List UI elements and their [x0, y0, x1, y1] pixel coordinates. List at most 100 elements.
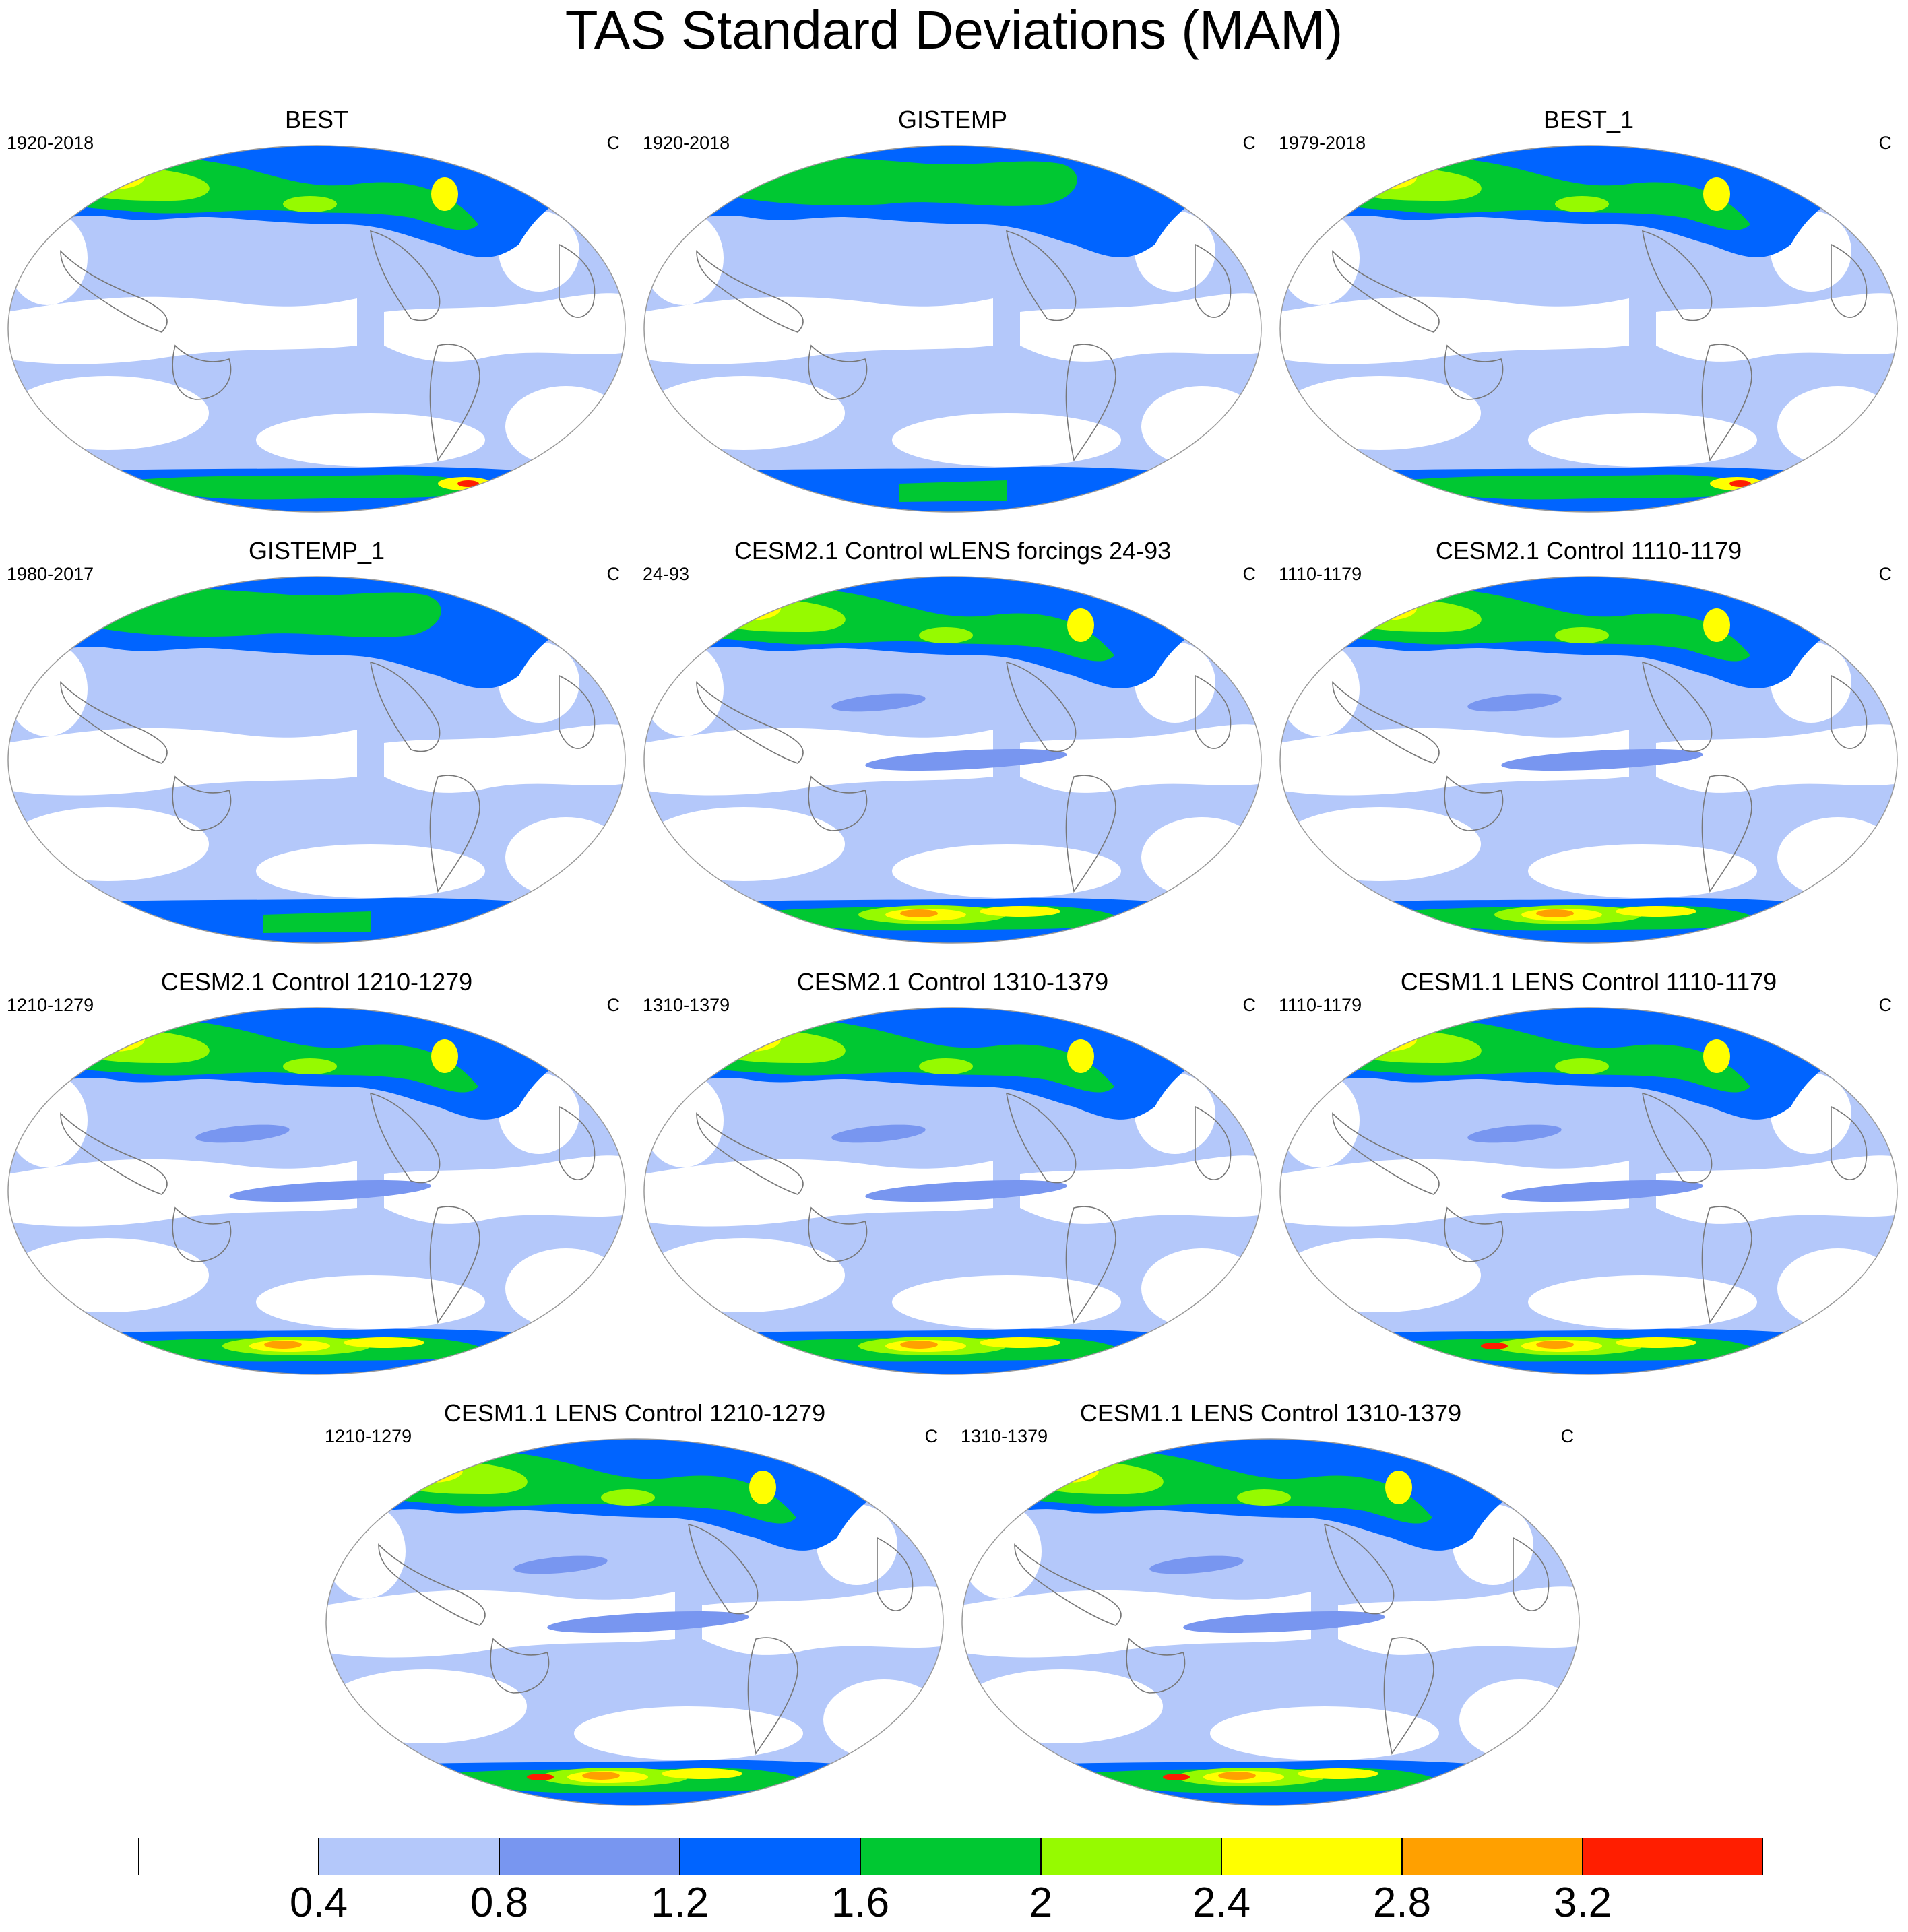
colorbar-segment	[1583, 1838, 1763, 1875]
nh-sd-2.8-3.2	[730, 1030, 757, 1042]
panel-unit: C	[1878, 133, 1893, 153]
panel-unit: C	[1878, 995, 1893, 1015]
pacific-band	[195, 1124, 290, 1143]
world-map	[7, 576, 626, 944]
equatorial-band	[865, 1180, 1067, 1202]
pacific-band	[831, 693, 926, 712]
coast-africa	[877, 1537, 914, 1611]
coast-australia	[1126, 1638, 1186, 1694]
map-panel: GISTEMP 1920-2018 C	[636, 106, 1269, 524]
low-sd-region	[1280, 1073, 1360, 1167]
panel-unit: C	[606, 133, 621, 153]
nh-sd-2.4-2.8	[1067, 1039, 1094, 1073]
nh-sd-3.2	[1046, 1460, 1058, 1467]
low-sd-region	[1210, 1706, 1439, 1760]
low-sd-region	[1777, 817, 1897, 898]
nh-sd-2.8-3.2	[94, 1030, 121, 1042]
nh-sd-2-2.4	[1555, 196, 1609, 212]
colorbar-segment	[680, 1838, 860, 1875]
panel-unit: C	[606, 995, 621, 1015]
contour-fields	[962, 1439, 1579, 1805]
coast-africa	[1195, 674, 1232, 749]
globe-outline	[7, 576, 626, 944]
coast-asia	[696, 681, 804, 764]
sh-sd-2.8-3.2	[1536, 1341, 1574, 1349]
nh-sd-2-2.4	[283, 196, 337, 212]
low-sd-region	[8, 642, 88, 736]
nh-sd-2.4-2.8	[1385, 1471, 1412, 1504]
coast-africa	[1195, 243, 1232, 318]
panel-period: 1310-1379	[643, 995, 730, 1015]
low-sd-band	[1280, 1159, 1629, 1227]
contour-fields	[644, 577, 1261, 943]
low-sd-region	[8, 1238, 209, 1312]
low-sd-region	[326, 1504, 406, 1599]
world-map	[1279, 576, 1898, 944]
sh-sd-2.4-2.8	[344, 1337, 424, 1348]
low-sd-region	[644, 1073, 724, 1167]
contour-fields	[8, 1008, 625, 1374]
world-map	[7, 145, 626, 513]
low-sd-region	[8, 1073, 88, 1167]
globe-outline	[961, 1438, 1580, 1806]
low-sd-region	[574, 1706, 803, 1760]
colorbar-tick-label: 2.4	[1192, 1879, 1251, 1926]
coast-asia	[1332, 250, 1440, 333]
nh-sd-3.2	[410, 1460, 422, 1467]
low-sd-band	[962, 1590, 1311, 1658]
coastlines	[60, 230, 596, 462]
panel-title: GISTEMP_1	[248, 537, 385, 565]
low-sd-region	[1777, 386, 1897, 467]
low-sd-region	[8, 807, 209, 881]
coastlines	[1014, 1523, 1550, 1756]
colorbar-segment	[1041, 1838, 1221, 1875]
coastlines	[60, 661, 596, 893]
sh-sd-2.4-2.8	[1616, 906, 1696, 917]
coast-north-america	[1642, 230, 1713, 321]
nh-sd-2-2.4	[1555, 1058, 1609, 1074]
coast-australia	[808, 344, 868, 400]
sh-sd-1.6-2	[128, 474, 492, 500]
coast-asia	[60, 1112, 168, 1195]
map-panel: CESM1.1 LENS Control 1210-1279 1210-1279 C	[318, 1400, 951, 1817]
low-sd-band	[644, 1159, 993, 1227]
nh-sd-1.6-2	[75, 588, 441, 637]
low-sd-band	[1280, 296, 1629, 364]
panel-unit: C	[1242, 564, 1257, 584]
nh-sd-2.4-2.8	[431, 1039, 458, 1073]
world-map	[1279, 1007, 1898, 1375]
low-sd-region	[644, 642, 724, 736]
nh-sd-2.8-3.2	[412, 1461, 439, 1473]
low-sd-band	[1280, 728, 1629, 796]
low-sd-region	[892, 1275, 1121, 1329]
world-map	[643, 145, 1262, 513]
low-sd-region	[1777, 1248, 1897, 1329]
panel-period: 1920-2018	[7, 133, 94, 153]
coast-north-america	[1006, 1092, 1077, 1184]
panel-title: CESM1.1 LENS Control 1310-1379	[1079, 1399, 1462, 1427]
coast-africa	[559, 243, 596, 318]
low-sd-region	[644, 807, 845, 881]
colorbar-segment	[319, 1838, 499, 1875]
low-sd-region	[1528, 844, 1757, 898]
nh-sd-2-2.4	[601, 1489, 655, 1506]
low-sd-region	[8, 376, 209, 450]
globe-outline	[643, 576, 1262, 944]
nh-sd-2.4-2.8	[720, 1027, 781, 1052]
coast-north-america	[1006, 230, 1077, 321]
pacific-band	[513, 1555, 608, 1574]
panel-period: 1979-2018	[1279, 133, 1366, 153]
sh-sd-2.4-2.8	[980, 906, 1060, 917]
low-sd-band	[644, 728, 993, 796]
pacific-band	[1467, 693, 1562, 712]
low-sd-region	[1141, 817, 1261, 898]
coast-north-america	[688, 1523, 759, 1615]
coast-australia	[808, 775, 868, 831]
low-sd-region	[256, 1275, 485, 1329]
map-panel: CESM2.1 Control 1110-1179 1110-1179 C	[1272, 538, 1905, 955]
coast-south-america	[429, 775, 480, 893]
panel-title: CESM2.1 Control 1310-1379	[796, 968, 1109, 996]
coast-south-america	[1701, 1206, 1752, 1324]
colorbar-tick-label: 1.2	[650, 1879, 709, 1926]
nh-sd-2-2.4	[1555, 627, 1609, 643]
